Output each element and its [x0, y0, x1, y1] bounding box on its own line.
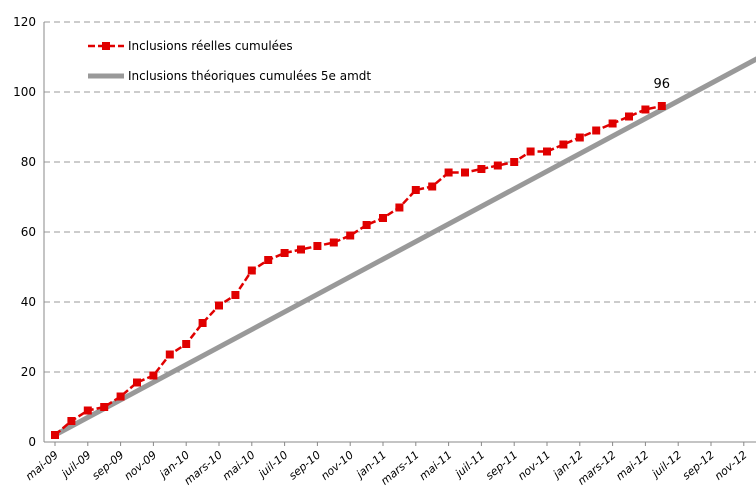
legend-marker-real — [102, 42, 110, 50]
data-point-real-3 — [100, 403, 109, 411]
grid-lines — [44, 21, 756, 373]
y-axis-ticks: 0 20 40 60 80 100 120 — [13, 15, 36, 449]
data-point-real-25 — [461, 168, 469, 177]
y-tick-label-0: 0 — [28, 435, 36, 449]
data-point-real-12 — [247, 266, 256, 275]
data-point-real-4 — [116, 392, 125, 401]
x-tick-label-mai-12: mai-12 — [613, 448, 651, 483]
data-point-real-13 — [264, 256, 273, 264]
x-tick-label-mai-09: mai-09 — [23, 448, 61, 483]
data-point-real-27 — [493, 161, 502, 170]
data-point-real-37 — [657, 102, 666, 110]
y-tick-label-100: 100 — [13, 85, 36, 99]
x-tick-label-juil-09: juil-09 — [58, 448, 94, 481]
data-point-real-5 — [133, 378, 141, 387]
x-tick-label-mai-11: mai-11 — [417, 448, 455, 483]
data-point-real-10 — [215, 301, 223, 310]
x-tick-label-sep-09: sep-09 — [89, 448, 126, 482]
data-point-real-15 — [297, 245, 305, 254]
data-label-0: 96 — [654, 77, 671, 92]
data-point-real-14 — [280, 249, 289, 257]
data-point-real-34 — [608, 119, 617, 128]
x-tick-label-sep-11: sep-11 — [483, 448, 520, 482]
annotations: 96 — [654, 77, 671, 92]
data-point-real-32 — [575, 133, 584, 142]
data-point-real-26 — [477, 165, 486, 173]
data-point-real-29 — [526, 147, 535, 156]
legend-label-theoretical: Inclusions théoriques cumulées 5e amdt — [128, 69, 371, 83]
x-tick-label-juil-10: juil-10 — [255, 448, 291, 481]
data-point-real-1 — [67, 417, 76, 425]
x-tick-label-nov-09: nov-09 — [122, 448, 160, 483]
data-point-real-28 — [510, 158, 519, 166]
y-tick-label-20: 20 — [21, 365, 36, 379]
data-point-real-7 — [165, 350, 174, 359]
data-point-real-19 — [362, 221, 371, 229]
x-axis-ticks: mai-09juil-09sep-09nov-09jan-10mars-10ma… — [23, 442, 750, 488]
data-point-real-6 — [149, 371, 158, 380]
data-point-real-30 — [543, 147, 551, 156]
legend-label-real: Inclusions réelles cumulées — [128, 39, 293, 53]
y-tick-label-120: 120 — [13, 15, 36, 29]
data-point-real-22 — [411, 186, 420, 194]
data-point-real-35 — [625, 112, 633, 121]
x-tick-label-mai-10: mai-10 — [220, 448, 258, 483]
x-tick-label-nov-12: nov-12 — [712, 448, 750, 483]
axes — [43, 22, 756, 443]
y-tick-label-80: 80 — [21, 155, 36, 169]
data-point-real-33 — [592, 126, 601, 135]
series-layer — [51, 56, 756, 439]
data-point-real-24 — [444, 168, 453, 177]
legend: Inclusions réelles cumulées Inclusions th… — [88, 39, 371, 83]
data-point-real-31 — [559, 140, 568, 149]
data-point-real-20 — [379, 214, 387, 222]
x-tick-label-sep-12: sep-12 — [680, 448, 717, 482]
x-tick-label-nov-10: nov-10 — [319, 448, 357, 483]
data-point-real-36 — [641, 105, 650, 114]
data-point-real-18 — [346, 231, 355, 240]
data-point-real-21 — [395, 203, 404, 212]
y-tick-label-40: 40 — [21, 295, 36, 309]
data-point-real-9 — [198, 319, 207, 327]
y-tick-label-60: 60 — [21, 225, 36, 239]
data-point-real-11 — [231, 291, 240, 299]
x-tick-label-juil-12: juil-12 — [648, 448, 684, 481]
series-line-theoretical — [53, 56, 756, 438]
data-point-real-2 — [83, 406, 92, 415]
data-point-real-0 — [51, 431, 59, 439]
data-point-real-23 — [428, 182, 437, 191]
data-point-real-8 — [182, 340, 191, 348]
data-point-real-17 — [329, 238, 338, 247]
data-point-real-16 — [313, 242, 322, 250]
x-tick-label-nov-11: nov-11 — [515, 448, 553, 483]
x-tick-label-sep-10: sep-10 — [286, 448, 323, 482]
x-tick-label-juil-11: juil-11 — [451, 448, 487, 481]
